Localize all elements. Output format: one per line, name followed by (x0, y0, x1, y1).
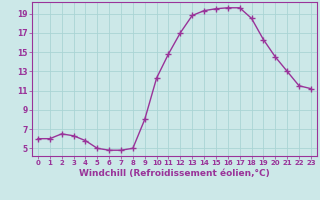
X-axis label: Windchill (Refroidissement éolien,°C): Windchill (Refroidissement éolien,°C) (79, 169, 270, 178)
